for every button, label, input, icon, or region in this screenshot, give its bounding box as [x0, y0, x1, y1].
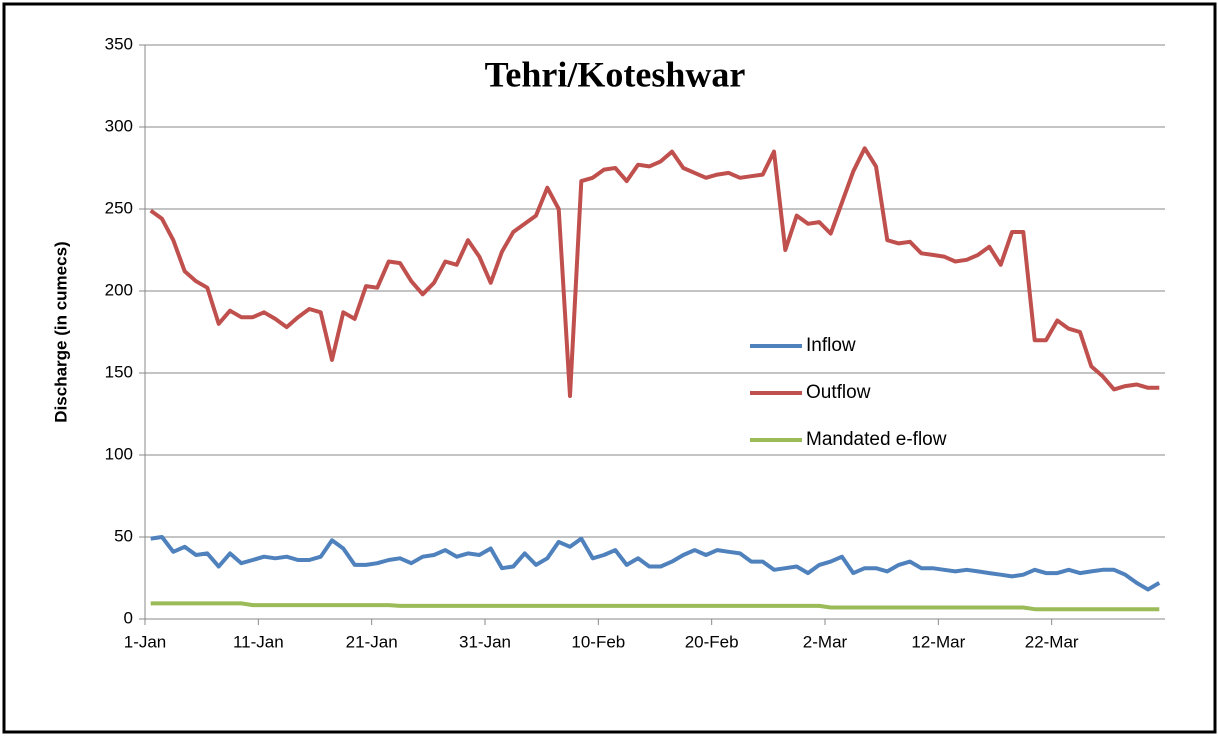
- series-line: [150, 535, 1161, 592]
- y-axis-label: Discharge (in cumecs): [51, 241, 70, 422]
- x-tick-label: 20-Feb: [685, 632, 739, 651]
- legend-label: Inflow: [806, 335, 856, 356]
- y-tick-label: 0: [124, 608, 133, 627]
- x-tick-label: 12-Mar: [911, 632, 965, 651]
- x-tick-label: 2-Mar: [803, 632, 848, 651]
- x-tick-label: 21-Jan: [346, 632, 398, 651]
- y-tick-label: 50: [114, 526, 133, 545]
- x-tick-label: 1-Jan: [124, 632, 167, 651]
- legend-label: Mandated e-flow: [806, 429, 947, 450]
- x-tick-label: 22-Mar: [1025, 632, 1079, 651]
- y-tick-label: 300: [105, 116, 133, 135]
- y-tick-label: 100: [105, 444, 133, 463]
- x-tick-label: 31-Jan: [459, 632, 511, 651]
- y-tick-label: 150: [105, 362, 133, 381]
- series-line: [150, 601, 1160, 612]
- x-tick-label: 10-Feb: [571, 632, 625, 651]
- y-tick-label: 250: [105, 198, 133, 217]
- series-line: [149, 146, 1160, 398]
- y-tick-label: 200: [105, 280, 133, 299]
- legend-label: Outflow: [806, 382, 871, 403]
- chart-title: Tehri/Koteshwar: [485, 54, 746, 94]
- y-tick-label: 350: [105, 34, 133, 53]
- x-tick-label: 11-Jan: [233, 632, 284, 651]
